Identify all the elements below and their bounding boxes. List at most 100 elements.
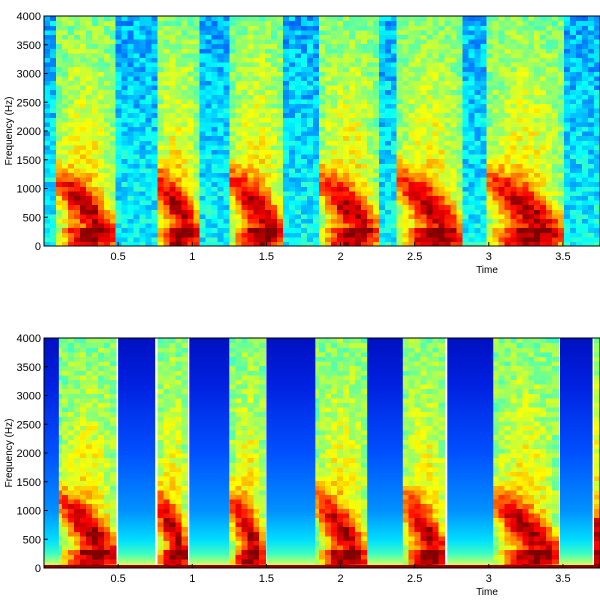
spectrogram-cell [61,443,69,449]
spectrogram-cell [145,25,153,31]
spectrogram-cell [301,117,308,123]
spectrogram-cell [498,241,505,247]
spectrogram-cell [259,103,266,109]
spectrogram-cell [199,177,207,183]
spectrogram-cell [480,48,488,54]
spectrogram-cell [121,227,129,233]
spectrogram-cell [402,25,410,31]
spectrogram-cell [360,131,368,137]
spectrogram-cell [319,190,326,196]
spectrogram-cell [289,62,296,68]
spectrogram-cell [319,43,326,49]
spectrogram-cell [247,186,254,192]
spectrogram-cell [504,62,511,68]
spectrogram-cell [426,158,434,164]
spectrogram-cell [390,181,398,187]
spectrogram-cell [301,236,308,242]
spectrogram-cell [79,466,87,472]
spectrogram-cell [301,20,308,26]
spectrogram-cell [438,20,446,26]
spectrogram-cell [307,29,314,35]
spectrogram-cell [61,200,69,206]
spectrogram-cell [127,232,135,238]
spectrogram-cell [85,499,93,505]
spectrogram-cell [157,112,165,118]
spectrogram-cell [354,75,362,81]
spectrogram-cell [468,131,476,137]
spectrogram-cell [546,39,553,45]
spectrogram-cell [313,218,320,224]
spectrogram-cell [462,52,470,58]
spectrogram-cell [127,213,135,219]
spectrogram-cell [241,140,248,146]
spectrogram-cell [79,411,87,417]
spectrogram-cell [408,89,416,95]
spectrogram-cell [414,62,422,68]
spectrogram-cell [474,34,482,40]
spectrogram-cell [259,112,266,118]
spectrogram-cell [151,117,159,123]
spectrogram-cell [414,117,422,123]
spectrogram-cell [528,154,535,160]
spectrogram-cell [582,149,589,155]
spectrogram-cell [67,43,75,49]
spectrogram-cell [552,108,559,114]
spectrogram-cell [253,98,260,104]
spectrogram-cell [73,466,81,472]
spectrogram-cell [480,172,488,178]
spectrogram-cell [408,62,416,68]
spectrogram-cell [169,121,177,127]
spectrogram-cell [348,85,356,91]
spectrogram-cell [55,416,63,422]
spectrogram-cell [534,39,541,45]
spectrogram-cell [462,16,470,22]
spectrogram-cell [67,462,75,468]
spectrogram-cell [498,172,505,178]
spectrogram-cell [133,112,141,118]
spectrogram-cell [348,16,356,22]
spectrogram-cell [594,195,600,201]
spectrogram-cell [564,121,571,127]
spectrogram-cell [91,20,99,26]
spectrogram-cell [313,66,320,72]
spectrogram-cell [552,34,559,40]
spectrogram-cell [438,112,446,118]
spectrogram-cell [139,39,147,45]
spectrogram-cell [313,149,320,155]
spectrogram-cell [139,121,147,127]
spectrogram-cell [169,167,177,173]
spectrogram-cell [510,16,517,22]
spectrogram-cell [570,204,577,210]
spectrogram-cell [354,209,362,215]
spectrogram-cell [103,48,111,54]
spectrogram-cell [67,117,75,123]
spectrogram-cell [61,407,69,413]
spectrogram-cell [342,98,350,104]
spectrogram-cell [163,204,171,210]
spectrogram-cell [576,236,583,242]
spectrogram-cell [426,89,434,95]
spectrogram-cell [324,172,332,178]
spectrogram-cell [480,177,488,183]
spectrogram-cell [247,48,254,54]
spectrogram-cell [546,163,553,169]
spectrogram-cell [330,117,338,123]
spectrogram-cell [103,144,111,150]
spectrogram-cell [44,167,51,173]
spectrogram-cell [271,190,278,196]
spectrogram-cell [480,181,488,187]
spectrogram-cell [79,135,87,141]
spectrogram-cell [522,241,529,247]
spectrogram-cell [564,80,571,86]
spectrogram-cell [67,29,75,35]
spectrogram-cell [450,232,458,238]
spectrogram-cell [522,39,529,45]
spectrogram-cell [133,94,141,100]
spectrogram-cell [61,43,69,49]
spectrogram-cell [145,209,153,215]
spectrogram-cell [79,236,87,242]
spectrogram-cell [199,75,207,81]
spectrogram-cell [594,144,600,150]
spectrogram-cell [277,112,284,118]
spectrogram-cell [474,126,482,132]
